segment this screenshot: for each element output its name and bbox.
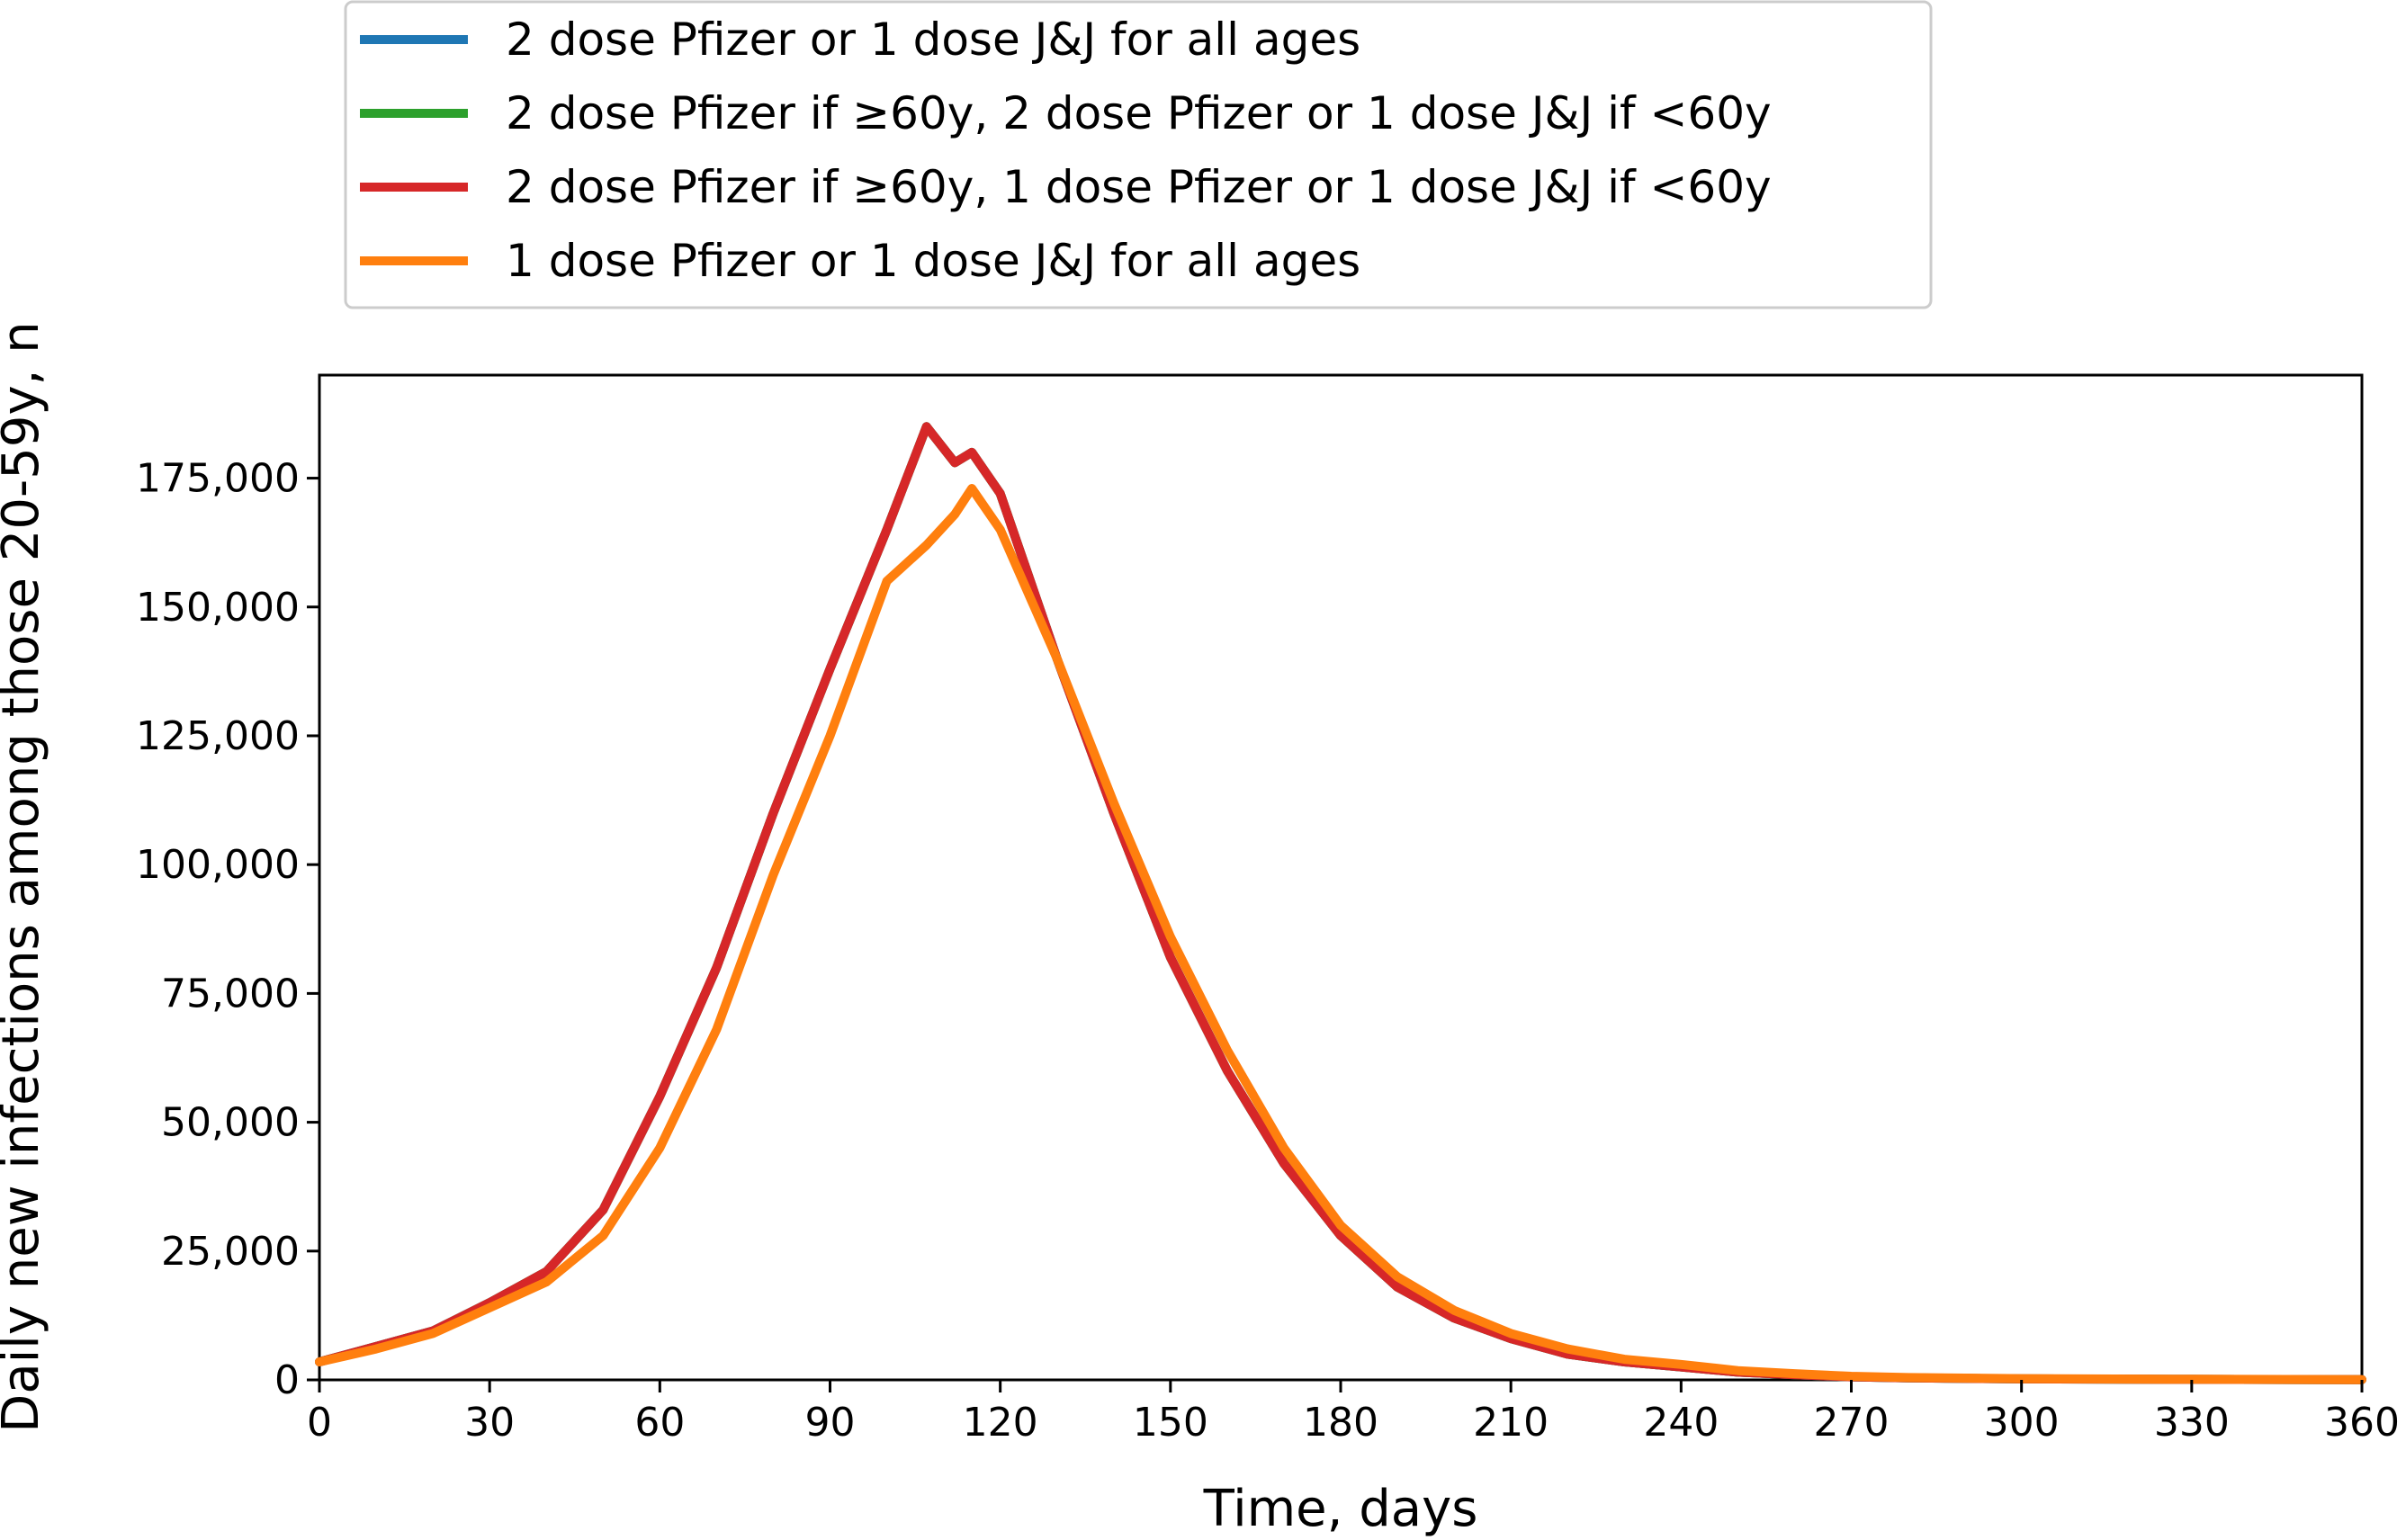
y-axis-label: Daily new infections among those 20-59y,…: [0, 321, 50, 1432]
x-tick-label: 120: [963, 1400, 1038, 1446]
legend-label-4: 1 dose Pfizer or 1 dose J&J for all ages: [506, 235, 1360, 287]
x-tick-label: 180: [1303, 1400, 1378, 1446]
y-axis-ticks: 0 25,000 50,000 75,000 100,000 125,000 150,000…: [136, 456, 319, 1403]
y-tick-label: 25,000: [161, 1229, 300, 1275]
x-tick-label: 0: [307, 1400, 332, 1446]
series-line-4: [315, 484, 2366, 1384]
legend: 2 dose Pfizer or 1 dose J&J for all ages…: [344, 0, 1933, 309]
y-tick-label: 100,000: [136, 842, 300, 888]
y-tick-label: 175,000: [136, 456, 300, 502]
x-tick-label: 60: [634, 1400, 685, 1446]
x-tick-label: 240: [1643, 1400, 1719, 1446]
y-tick-label: 150,000: [136, 585, 300, 631]
plot-area-frame: [318, 373, 2364, 1382]
x-tick-label: 150: [1133, 1400, 1208, 1446]
x-tick-label: 270: [1814, 1400, 1890, 1446]
series-layer: [315, 422, 2366, 1384]
x-axis-ticks: 0 30 60 90 120 150 180 210 240 270 300 330 360: [307, 1380, 2400, 1446]
legend-frame: [344, 0, 1933, 309]
x-axis-label: Time, days: [1203, 1480, 1478, 1538]
legend-items: 2 dose Pfizer or 1 dose J&J for all ages…: [360, 13, 1772, 287]
legend-label-3: 2 dose Pfizer if ≥60y, 1 dose Pfizer or …: [506, 161, 1772, 213]
y-tick-label: 0: [274, 1357, 300, 1403]
x-tick-label: 30: [464, 1400, 515, 1446]
x-tick-label: 300: [1984, 1400, 2060, 1446]
y-tick-label: 125,000: [136, 713, 300, 759]
y-tick-label: 50,000: [161, 1100, 300, 1146]
x-tick-label: 330: [2154, 1400, 2230, 1446]
y-tick-label: 75,000: [161, 971, 300, 1016]
x-tick-label: 210: [1473, 1400, 1549, 1446]
x-tick-label: 90: [805, 1400, 856, 1446]
x-tick-label: 360: [2324, 1400, 2400, 1446]
legend-label-1: 2 dose Pfizer or 1 dose J&J for all ages: [506, 13, 1360, 66]
legend-label-2: 2 dose Pfizer if ≥60y, 2 dose Pfizer or …: [506, 87, 1772, 139]
